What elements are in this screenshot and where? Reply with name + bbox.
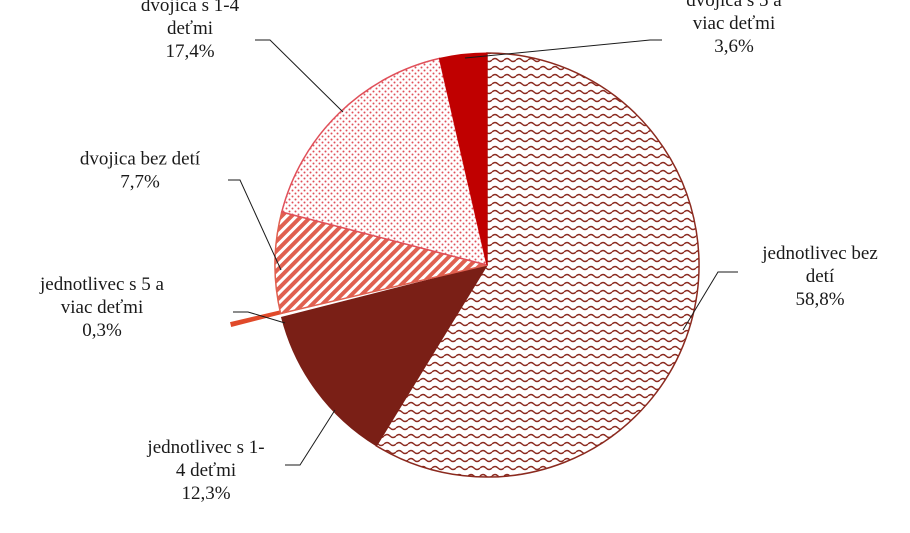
slice-label-4: dvojica s 1-4 deťmi 17,4% bbox=[141, 0, 240, 62]
slice-name-line-2-1: viac deťmi bbox=[61, 297, 144, 318]
slice-name-line-4-1: deťmi bbox=[167, 18, 213, 39]
slice-name-line-0-0: jednotlivec bez bbox=[761, 243, 878, 264]
slice-name-line-1-0: jednotlivec s 1- bbox=[146, 437, 264, 458]
slice-value-label-1: 12,3% bbox=[181, 483, 230, 504]
leader-line-4 bbox=[255, 39, 344, 113]
slice-label-2: jednotlivec s 5 a viac deťmi 0,3% bbox=[39, 274, 165, 341]
leader-line-3 bbox=[228, 179, 282, 271]
slice-name-line-3-0: dvojica bez detí bbox=[80, 149, 201, 170]
slice-name-line-4-0: dvojica s 1-4 bbox=[141, 0, 240, 16]
pie-slice-5 bbox=[438, 52, 488, 266]
leader-line-1 bbox=[285, 409, 336, 466]
slice-name-line-0-1: detí bbox=[806, 266, 835, 287]
slice-value-label-2: 0,3% bbox=[82, 320, 122, 341]
pie-slice-0 bbox=[375, 52, 700, 478]
slice-name-line-5-0: dvojica s 5 a bbox=[686, 0, 782, 11]
slice-name-line-2-0: jednotlivec s 5 a bbox=[39, 274, 165, 295]
pie-slice-4 bbox=[280, 57, 489, 267]
slice-name-line-1-1: 4 deťmi bbox=[176, 460, 236, 481]
pie-slice-3 bbox=[274, 211, 488, 315]
slice-label-0: jednotlivec bez detí 58,8% bbox=[761, 243, 878, 310]
slice-label-1: jednotlivec s 1-4 deťmi 12,3% bbox=[146, 437, 264, 504]
slice-value-label-5: 3,6% bbox=[714, 36, 754, 57]
slice-label-5: dvojica s 5 a viac deťmi 3,6% bbox=[686, 0, 782, 57]
leader-line-0 bbox=[682, 271, 738, 331]
slice-name-line-5-1: viac deťmi bbox=[693, 13, 776, 34]
pie-slice-1 bbox=[280, 264, 489, 447]
slice-value-label-3: 7,7% bbox=[120, 172, 160, 193]
slice-value-label-4: 17,4% bbox=[165, 41, 214, 62]
slice-label-3: dvojica bez detí 7,7% bbox=[80, 149, 201, 193]
leader-line-2 bbox=[233, 311, 286, 324]
slice-value-label-0: 58,8% bbox=[795, 289, 844, 310]
leader-line-5 bbox=[464, 39, 662, 59]
